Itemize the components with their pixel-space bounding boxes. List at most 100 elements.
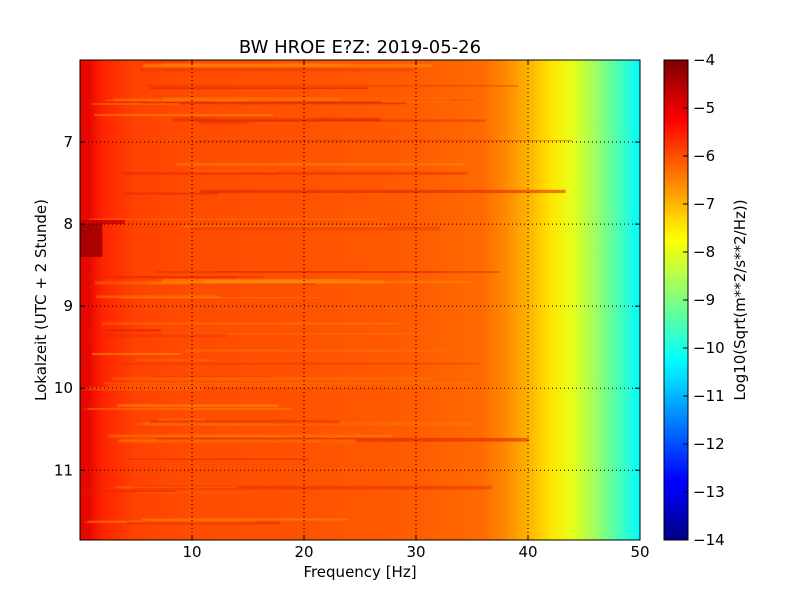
spectrogram-band [199,121,249,125]
spectrogram-band [189,283,316,285]
spectrogram-band [124,192,219,195]
spectrogram-band [104,329,162,332]
plot-area [80,60,640,540]
spectrogram-band [149,87,369,90]
spectrogram-band [204,280,471,284]
low-frequency-edge [80,60,88,540]
y-tick-label: 9 [63,297,73,315]
colorbar-tick-label: −14 [693,531,725,549]
spectrogram-band [82,333,227,338]
spectrogram-band [143,64,432,68]
y-tick-label: 11 [54,461,73,479]
spectrogram-band [96,295,219,299]
spectrogram-band [182,225,388,228]
spectrogram-band [197,140,573,142]
spectrogram-band [162,333,425,335]
spectrogram-band [136,359,214,361]
spectrogram-band [113,98,451,102]
y-tick-label: 7 [63,133,73,151]
spectrogram-band [186,349,446,352]
x-tick-label: 50 [630,543,649,561]
spectrogram-band [95,281,302,285]
y-axis-label: Lokalzeit (UTC + 2 Stunde) [32,199,50,401]
x-tick-label: 20 [294,543,313,561]
spectrogram-band [103,382,476,385]
spectrogram-band [135,423,272,425]
spectrogram-band [140,102,406,105]
spectrogram-band [128,458,309,460]
spectrogram-band [122,171,468,175]
spectrogram-band [136,492,252,494]
spectrogram-band [84,407,292,410]
spectrogram-band [108,434,393,438]
spectrogram-band [117,404,279,407]
chart-title: BW HROE E?Z: 2019-05-26 [239,37,481,58]
spectrogram-band [194,226,441,231]
spectrogram-band [106,99,249,101]
colorbar-tick-label: −8 [693,243,715,261]
spectrogram-band [143,421,474,426]
colorbar-tick-label: −5 [693,99,715,117]
spectrogram-band [213,118,318,121]
x-axis-label: Frequency [Hz] [303,563,416,581]
spectrogram-band [91,102,180,105]
spectrogram-band [200,189,566,194]
spectrogram-band [144,60,186,63]
spectrogram-feature [80,220,125,225]
spectrogram-band [84,520,256,524]
spectrogram-texture [80,60,573,540]
spectrogram-band [117,276,237,279]
spectrogram-band [83,490,176,492]
spectrogram-band [172,117,381,122]
spectrogram-band [155,271,500,274]
spectrogram-feature [80,220,103,257]
colorbar-tick-label: −10 [693,339,725,357]
spectrogram-band [157,418,206,422]
y-axis-ticks: 7 8 9 10 11 [54,133,640,479]
colorbar-ticks: −4 −5 −6 −7 −8 −9 −10 −11 −12 −13 −14 [683,51,725,549]
spectrogram-background [80,60,640,540]
spectrogram-band [216,271,443,273]
y-tick-label: 8 [63,215,73,233]
spectrogram-band [145,84,519,87]
colorbar-tick-label: −4 [693,51,715,69]
colorbar-tick-label: −12 [693,435,725,453]
grid-lines [80,60,640,540]
x-tick-label: 40 [518,543,537,561]
spectrogram-band [133,485,492,490]
spectrogram-band [101,322,402,325]
spectrogram-band [190,170,277,173]
spectrogram-band [195,119,486,122]
spectrogram-band [121,362,481,365]
y-tick-label: 10 [54,379,73,397]
colorbar-label: Log10(Sqrt(m**2/s**2/Hz)) [731,199,749,400]
spectrogram-band [140,68,416,72]
spectrogram-band [176,163,464,166]
spectrogram-band [86,276,266,278]
plot-frame [79,59,641,541]
spectrogram-band [81,387,205,391]
colorbar-tick-label: −6 [693,147,715,165]
spectrogram-band [118,439,356,443]
spectrogram-band [108,384,326,387]
spectrogram-band [162,97,341,102]
x-axis-ticks: 10 20 30 40 50 [182,60,650,561]
spectrogram-band [114,486,237,489]
spectrogram-band [98,101,383,103]
spectrogram-features [80,220,125,257]
x-tick-label: 30 [406,543,425,561]
spectrogram-band [155,99,475,101]
spectrogram-band [92,352,180,356]
colorbar-tick-label: −11 [693,387,725,405]
colorbar-tick-label: −7 [693,195,715,213]
spectrogram-band [141,518,348,521]
spectrogram-band [94,114,273,117]
colorbar-tick-label: −13 [693,483,725,501]
x-tick-label: 10 [182,543,201,561]
spectrogram-band [126,521,280,525]
spectrogram-band [119,297,324,299]
spectrogram-band [88,218,378,220]
spectrogram-band [150,420,340,424]
spectrogram-band [112,377,432,381]
